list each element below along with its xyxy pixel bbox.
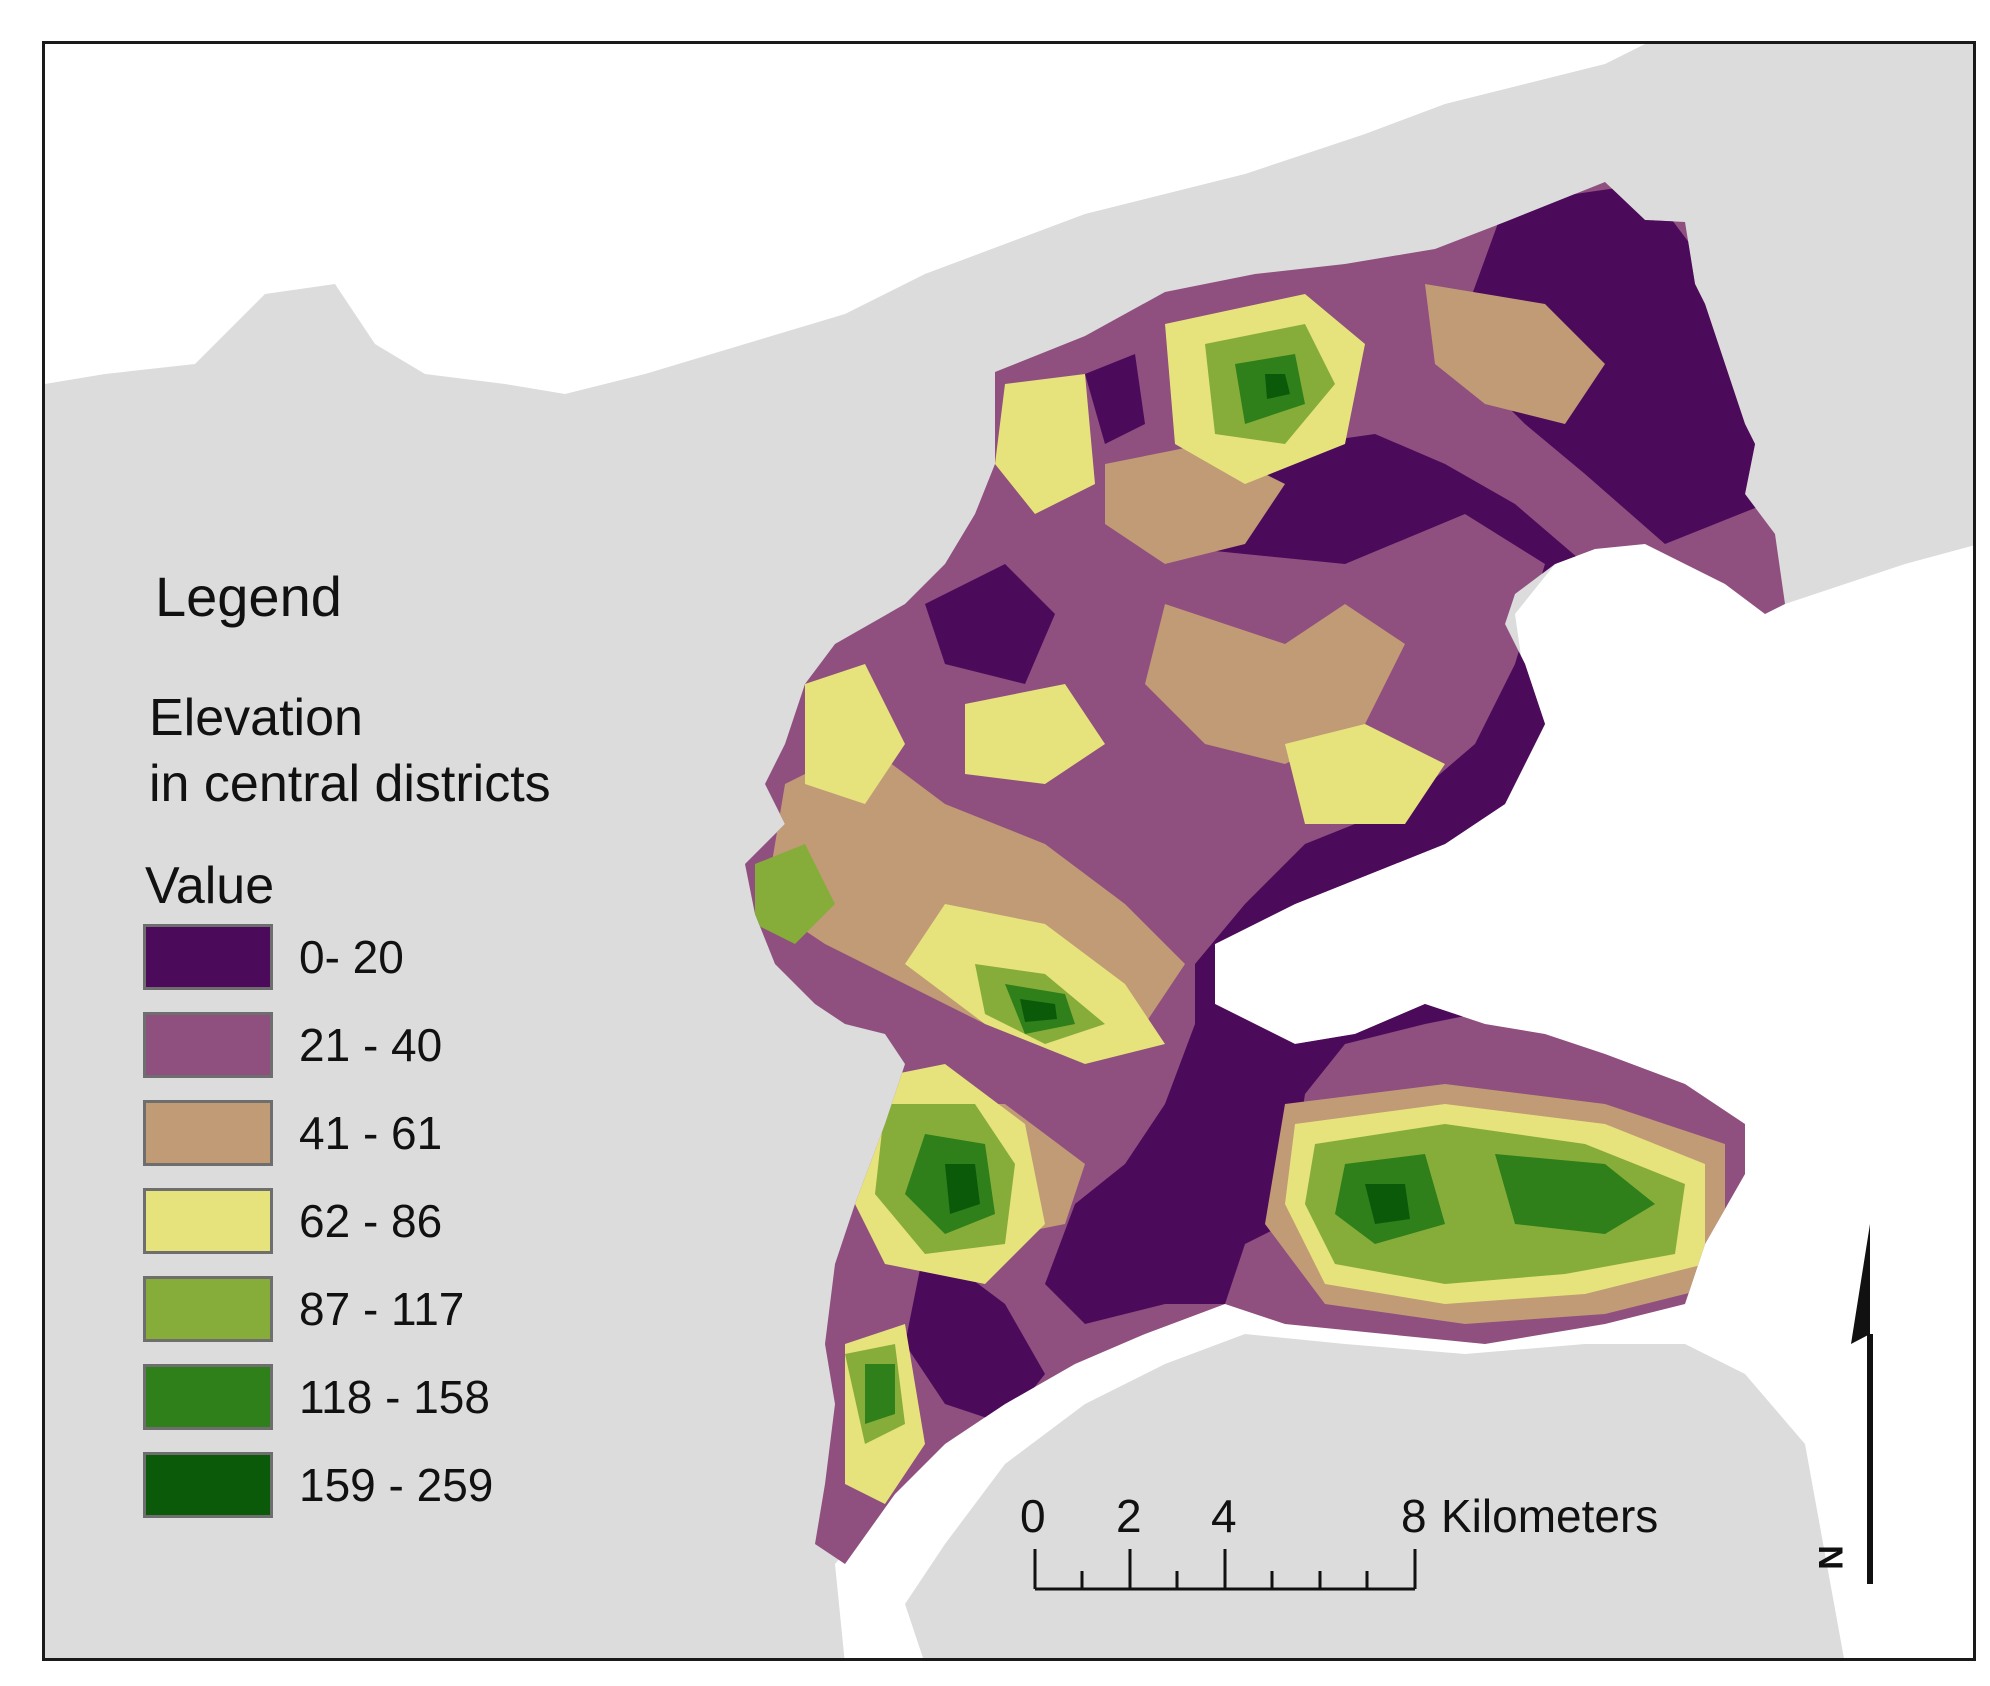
map-canvas (45, 44, 1973, 1658)
legend-swatch (143, 1364, 273, 1430)
legend-swatch (143, 1452, 273, 1518)
legend-layer-line1: Elevation (149, 689, 363, 747)
legend-label: 21 - 40 (299, 1019, 443, 1071)
legend-layer-line2: in central districts (149, 755, 551, 813)
legend-class-2: 21 - 40 (143, 1012, 743, 1078)
legend-label: 87 - 117 (299, 1283, 465, 1335)
scale-bar (1033, 1549, 1417, 1591)
map-frame: Legend Elevation in central districts Va… (42, 41, 1976, 1661)
scale-label-8: 8 (1401, 1490, 1427, 1542)
legend-field-label: Value (145, 857, 275, 915)
scale-unit: Kilometers (1441, 1490, 1659, 1542)
legend-title: Legend (155, 565, 342, 628)
legend-class-5: 87 - 117 (143, 1276, 743, 1342)
legend-swatch (143, 1100, 273, 1166)
scale-label-0: 0 (1020, 1490, 1046, 1542)
legend-class-7: 159 - 259 (143, 1452, 743, 1518)
legend-swatch (143, 1188, 273, 1254)
legend-swatch (143, 1276, 273, 1342)
legend-label: 62 - 86 (299, 1195, 443, 1247)
legend-class-6: 118 - 158 (143, 1364, 743, 1430)
legend-swatch (143, 1012, 273, 1078)
legend-class-1: 0- 20 (143, 924, 743, 990)
legend-label: 41 - 61 (299, 1107, 443, 1159)
legend-label: 159 - 259 (299, 1459, 494, 1511)
north-arrow (1851, 1224, 1873, 1584)
legend-class-4: 62 - 86 (143, 1188, 743, 1254)
legend-class-3: 41 - 61 (143, 1100, 743, 1166)
scale-label-2: 2 (1116, 1490, 1142, 1542)
scale-label-4: 4 (1211, 1490, 1237, 1542)
legend-label: 0- 20 (299, 931, 404, 983)
legend-swatch (143, 924, 273, 990)
north-letter: N (1810, 1545, 1849, 1570)
legend-label: 118 - 158 (299, 1371, 490, 1423)
